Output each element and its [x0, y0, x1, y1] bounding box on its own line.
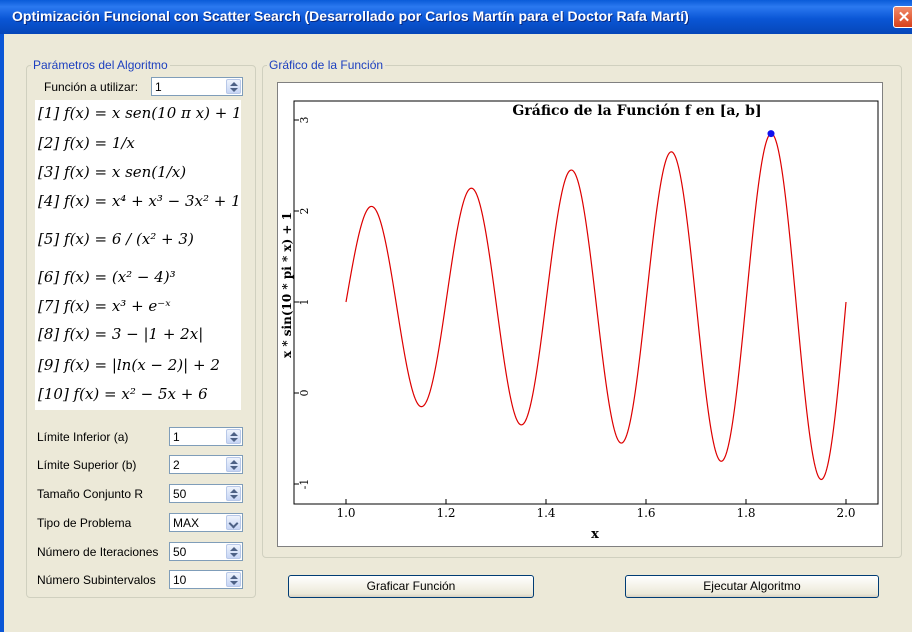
- params-legend: Parámetros del Algoritmo: [33, 58, 168, 72]
- graph-group: Gráfico de la Función: [262, 58, 902, 558]
- plot-box: [293, 100, 879, 505]
- formula-item: [3] f(x) = x sen(1/x): [38, 163, 187, 181]
- plot-function-button[interactable]: Graficar Función: [288, 575, 534, 598]
- formula-item: [10] f(x) = x² − 5x + 6: [38, 385, 208, 403]
- x-tick-label: 1.8: [736, 506, 755, 520]
- x-tick-label: 1.4: [536, 506, 555, 520]
- lower-limit-label: Límite Inferior (a): [37, 430, 129, 444]
- x-tick-label: 1.0: [336, 506, 355, 520]
- problem-type-value: MAX: [173, 516, 200, 530]
- function-chart: Gráfico de la Función f en [a, b] x x * …: [280, 100, 879, 542]
- formula-item: [2] f(x) = 1/x: [38, 134, 135, 152]
- y-axis-label: x * sin(10 * pi * x) + 1: [280, 212, 294, 358]
- formula-item: [4] f(x) = x⁴ + x³ − 3x² + 1: [38, 192, 241, 210]
- set-size-value: 50: [173, 487, 187, 501]
- formula-list: [1] f(x) = x sen(10 π x) + 1 [2] f(x) = …: [35, 100, 242, 410]
- function-value: 1: [155, 80, 162, 94]
- x-tick-label: 2.0: [836, 506, 855, 520]
- spin-arrows-icon[interactable]: [226, 544, 241, 559]
- close-button[interactable]: ✕: [893, 6, 912, 28]
- iterations-value: 50: [173, 545, 187, 559]
- spin-arrows-icon[interactable]: [226, 429, 241, 444]
- x-axis-label: x: [591, 527, 599, 542]
- chevron-down-icon[interactable]: [226, 515, 241, 530]
- spin-arrows-icon[interactable]: [226, 572, 241, 587]
- subintervals-stepper[interactable]: 10: [169, 570, 243, 589]
- iterations-label: Número de Iteraciones: [37, 545, 159, 559]
- spin-arrows-icon[interactable]: [226, 486, 241, 501]
- set-size-stepper[interactable]: 50: [169, 484, 243, 503]
- graph-legend: Gráfico de la Función: [269, 58, 384, 72]
- formula-item: [8] f(x) = 3 − |1 + 2x|: [38, 325, 204, 343]
- subintervals-value: 10: [173, 573, 187, 587]
- plot-area: Gráfico de la Función f en [a, b] x x * …: [277, 82, 883, 547]
- y-tick-label: 0: [298, 390, 311, 397]
- function-curve: [345, 133, 847, 481]
- iterations-stepper[interactable]: 50: [169, 542, 243, 561]
- maximum-point: [767, 130, 775, 138]
- y-tick-label: -1: [298, 479, 311, 490]
- spin-arrows-icon[interactable]: [226, 457, 241, 472]
- formula-item: [7] f(x) = x³ + e⁻ˣ: [38, 297, 171, 315]
- function-label: Función a utilizar:: [44, 80, 139, 94]
- window-frame: [0, 34, 4, 632]
- formula-item: [1] f(x) = x sen(10 π x) + 1: [38, 104, 242, 122]
- formula-item: [5] f(x) = 6 / (x² + 3): [38, 230, 194, 248]
- function-stepper[interactable]: 1: [151, 77, 243, 96]
- upper-limit-stepper[interactable]: 2: [169, 455, 243, 474]
- formula-item: [9] f(x) = |ln(x − 2)| + 2: [38, 356, 220, 374]
- spin-arrows-icon[interactable]: [226, 79, 241, 94]
- lower-limit-value: 1: [173, 430, 180, 444]
- window-title: Optimización Funcional con Scatter Searc…: [12, 8, 689, 24]
- upper-limit-label: Límite Superior (b): [37, 458, 137, 472]
- upper-limit-value: 2: [173, 458, 180, 472]
- params-group: Parámetros del Algoritmo: [26, 58, 256, 598]
- x-tick-label: 1.6: [636, 506, 655, 520]
- y-tick-label: 3: [298, 117, 311, 124]
- problem-type-label: Tipo de Problema: [37, 516, 132, 530]
- y-tick-label: 2: [298, 208, 311, 215]
- set-size-label: Tamaño Conjunto R: [37, 487, 144, 501]
- chart-title: Gráfico de la Función f en [a, b]: [512, 103, 761, 119]
- y-tick-label: 1: [298, 299, 311, 306]
- problem-type-select[interactable]: MAX: [169, 513, 243, 532]
- run-algorithm-button[interactable]: Ejecutar Algoritmo: [625, 575, 879, 598]
- subintervals-label: Número Subintervalos: [37, 573, 156, 587]
- x-tick-label: 1.2: [436, 506, 455, 520]
- formula-item: [6] f(x) = (x² − 4)³: [38, 268, 176, 286]
- close-icon: ✕: [897, 9, 911, 26]
- title-bar: Optimización Funcional con Scatter Searc…: [0, 0, 912, 34]
- lower-limit-stepper[interactable]: 1: [169, 427, 243, 446]
